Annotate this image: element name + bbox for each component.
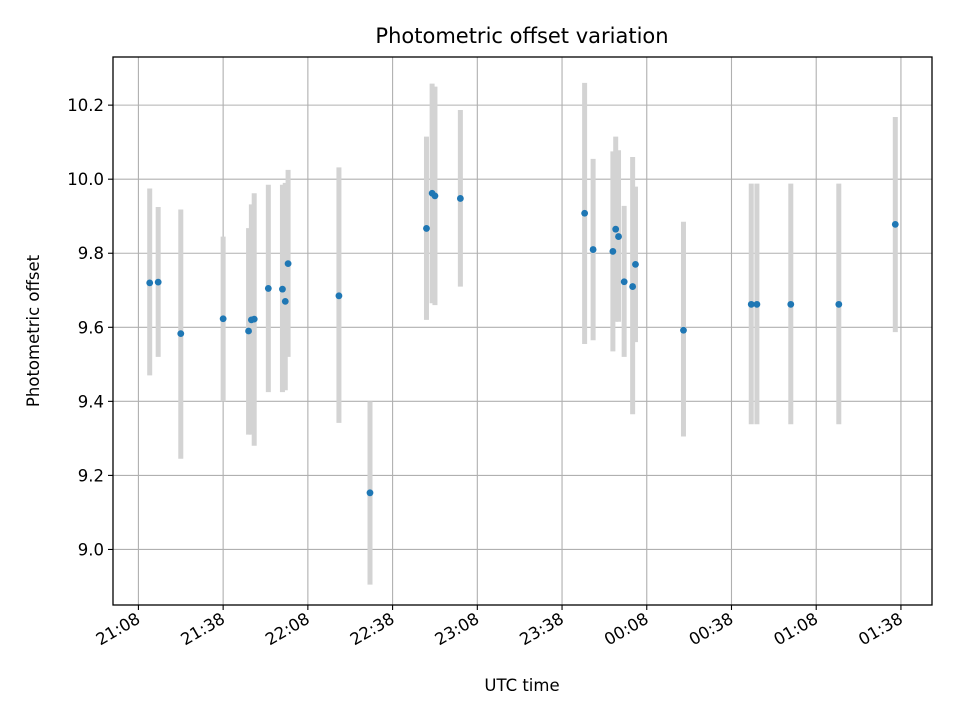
data-point <box>629 283 637 290</box>
grid <box>113 57 932 605</box>
data-point <box>680 326 687 334</box>
data-point <box>632 260 639 268</box>
data-point <box>612 225 620 233</box>
data-point <box>366 489 374 497</box>
x-axis-label: UTC time <box>484 676 559 695</box>
data-point <box>620 278 628 286</box>
y-tick-label: 9.6 <box>78 318 104 337</box>
data-point <box>281 297 289 305</box>
plot-frame <box>112 56 933 606</box>
data-point <box>245 327 252 335</box>
data-point <box>753 300 761 308</box>
data-point <box>747 300 755 308</box>
y-tick-label: 10.2 <box>67 96 104 115</box>
y-axis: 9.0 9.2 9.4 9.6 9.8 10.0 10.2 <box>67 96 113 559</box>
data-point <box>335 292 343 300</box>
data-point <box>835 300 843 308</box>
data-point <box>609 247 617 255</box>
data-point <box>615 233 622 240</box>
data-point <box>177 330 185 337</box>
data-point <box>279 285 286 293</box>
y-tick-label: 10.0 <box>67 170 104 189</box>
data-point <box>456 195 464 202</box>
data-point <box>250 315 258 323</box>
chart-title: Photometric offset variation <box>375 24 668 48</box>
y-axis-label: Photometric offset <box>24 254 43 407</box>
data-point <box>423 225 430 232</box>
data-point <box>264 285 272 292</box>
data-point <box>219 315 227 323</box>
y-tick-label: 9.4 <box>78 392 104 411</box>
data-point <box>891 220 899 228</box>
data-points <box>146 189 899 497</box>
data-point <box>787 300 795 308</box>
data-point <box>581 209 589 217</box>
data-point <box>154 278 162 286</box>
data-point <box>589 246 597 253</box>
data-point <box>284 260 292 268</box>
y-tick-label: 9.0 <box>78 540 104 559</box>
y-tick-label: 9.2 <box>78 466 104 485</box>
y-tick-label: 9.8 <box>78 244 104 263</box>
data-point <box>146 279 154 287</box>
data-point <box>431 192 439 200</box>
